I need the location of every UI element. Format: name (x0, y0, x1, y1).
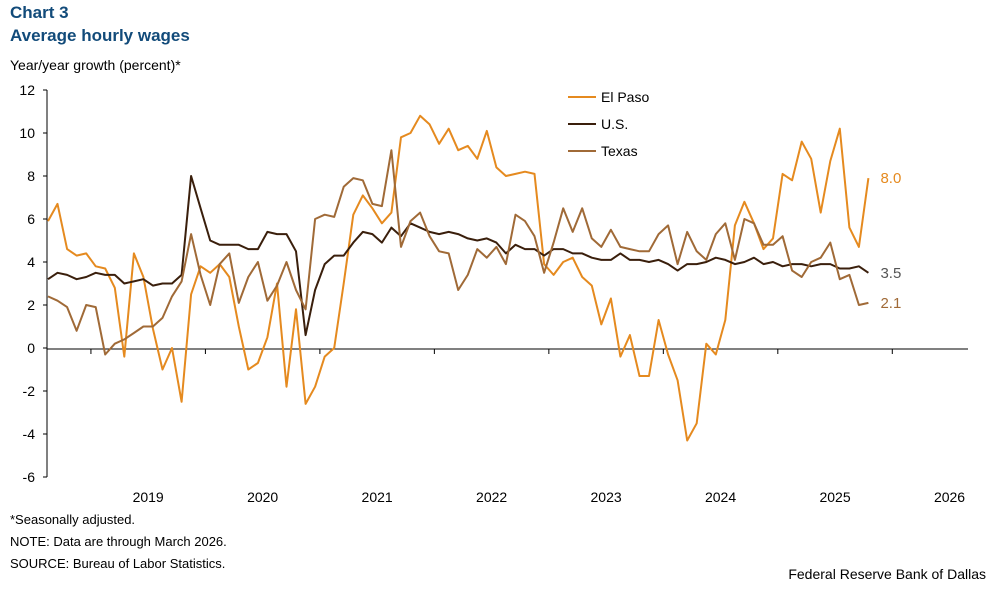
y-tick-label: 12 (19, 82, 35, 98)
end-label-texas: 2.1 (880, 295, 901, 312)
x-axis: 2019 2020 2021 2022 2023 2024 2025 2026 (47, 348, 968, 505)
y-tick-label: 8 (27, 168, 35, 184)
footnote-source: SOURCE: Bureau of Labor Statistics. (10, 556, 226, 571)
x-tick-label: 2022 (476, 489, 507, 505)
x-tick-label: 2025 (819, 489, 850, 505)
legend: El Paso U.S. Texas (568, 89, 649, 159)
x-tick-label: 2019 (133, 489, 164, 505)
y-tick-label: 6 (27, 211, 35, 227)
chart-subtitle: Average hourly wages (10, 26, 190, 45)
legend-label-el-paso: El Paso (601, 89, 649, 105)
end-label-u-s: 3.5 (880, 265, 901, 282)
chart-title: Chart 3 (10, 3, 69, 22)
series-lines (47, 114, 870, 442)
y-axis: -6 -4 -2 0 2 4 6 8 10 12 (19, 82, 48, 485)
end-label-el-paso: 8.0 (880, 170, 901, 187)
end-labels: 8.0 3.5 2.1 (880, 170, 901, 312)
y-axis-label: Year/year growth (percent)* (10, 57, 181, 73)
y-tick-label: -4 (23, 426, 36, 442)
y-tick-label: 10 (19, 125, 35, 141)
footnote-seasonal: *Seasonally adjusted. (10, 512, 136, 527)
footnote-note: NOTE: Data are through March 2026. (10, 534, 227, 549)
series-line-el-paso (47, 114, 870, 442)
x-tick-label: 2023 (591, 489, 622, 505)
x-tick-label: 2021 (362, 489, 393, 505)
legend-label-texas: Texas (601, 143, 638, 159)
x-tick-label: 2020 (247, 489, 278, 505)
x-tick-label: 2024 (705, 489, 736, 505)
y-tick-label: 2 (27, 297, 35, 313)
y-tick-label: 0 (27, 340, 35, 356)
credit-line: Federal Reserve Bank of Dallas (788, 566, 986, 582)
series-line-texas (47, 149, 869, 356)
y-tick-label: -6 (23, 469, 36, 485)
x-tick-label: 2026 (934, 489, 965, 505)
series-line-u-s (47, 175, 869, 337)
y-tick-label: -2 (23, 383, 36, 399)
legend-label-u-s: U.S. (601, 116, 628, 132)
y-tick-label: 4 (27, 254, 35, 270)
